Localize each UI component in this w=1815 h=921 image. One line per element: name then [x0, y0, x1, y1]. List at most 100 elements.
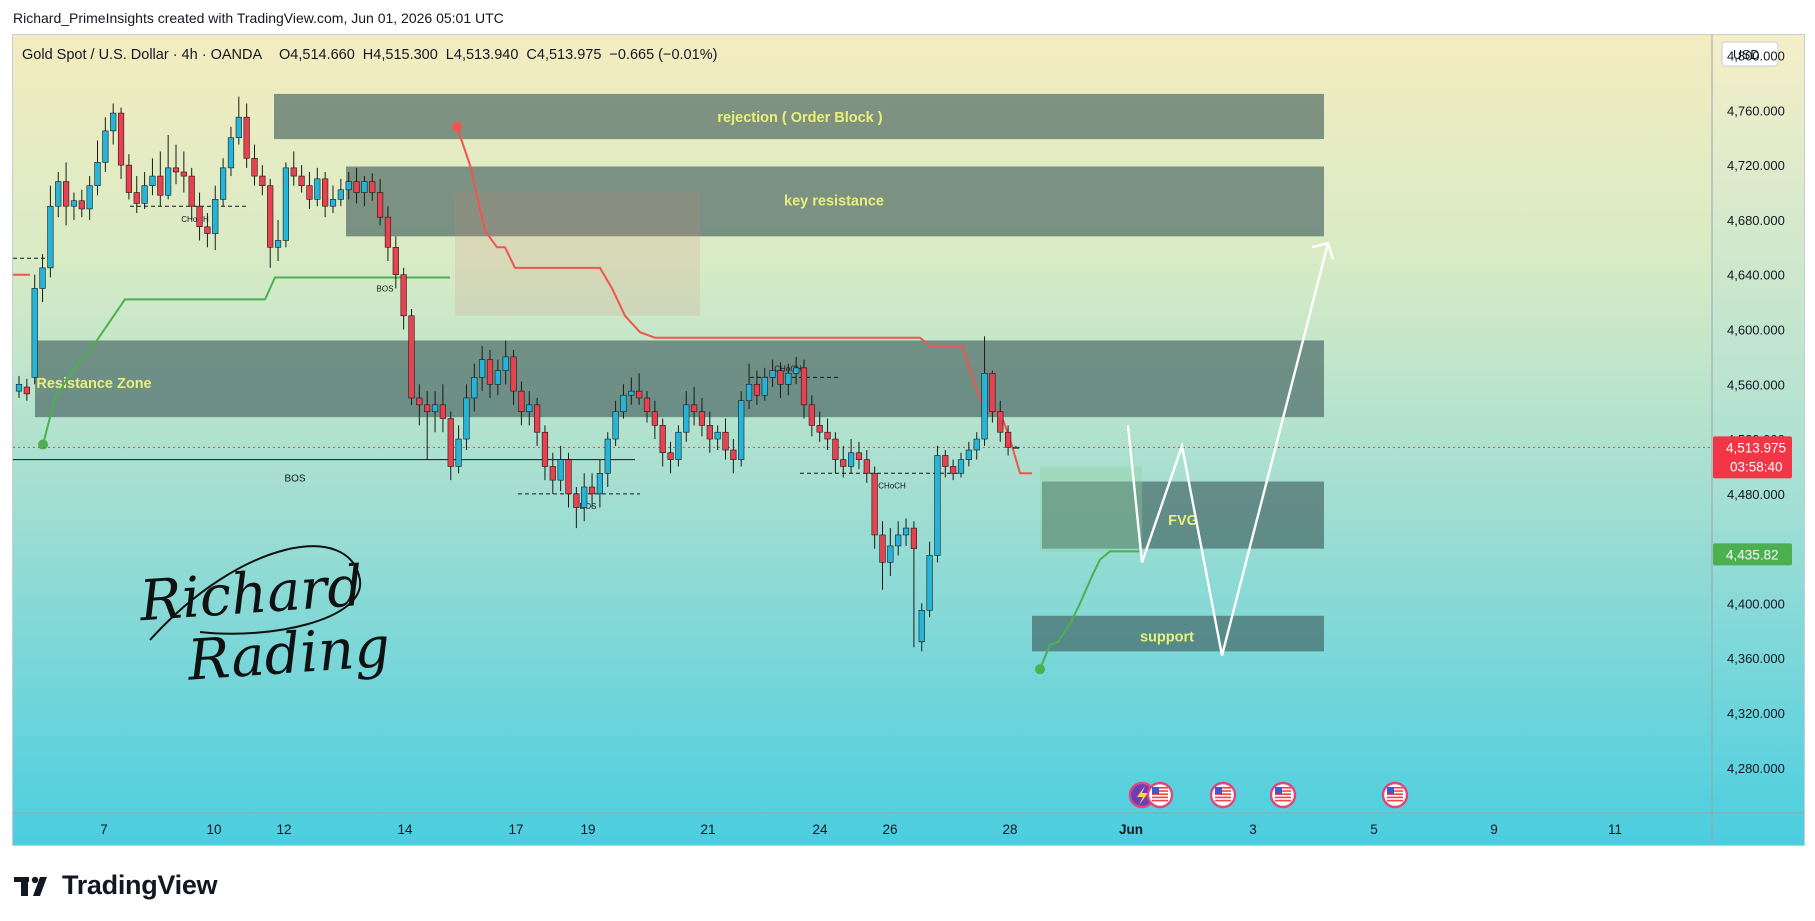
candle [70, 192, 78, 220]
candle [565, 452, 572, 508]
candle [392, 236, 399, 289]
candle [384, 206, 392, 262]
candle-body [400, 274, 407, 317]
candle-body [329, 199, 337, 207]
candle [730, 439, 737, 474]
candle [298, 165, 305, 193]
candle-body [910, 527, 917, 549]
candle-body [690, 404, 698, 412]
candle [471, 363, 478, 412]
time-tick-label: 26 [882, 822, 897, 837]
current-price-tag [1713, 436, 1792, 479]
candle-body [816, 425, 823, 433]
support-shade [1040, 466, 1142, 552]
candle-body [698, 411, 706, 426]
time-axis[interactable]: 7 10 12 14 17 19 21 24 26 28 Jun 3 5 9 11 [100, 822, 1622, 837]
candle-body [981, 373, 988, 440]
time-tick-label: 17 [508, 822, 523, 837]
candle-body [871, 473, 878, 536]
candle-body [369, 181, 376, 193]
candle-body [541, 431, 549, 467]
flag-stripe [1152, 790, 1168, 792]
candle [573, 487, 580, 529]
candle [86, 176, 93, 220]
time-tick-label: 11 [1608, 822, 1622, 837]
candle [957, 452, 965, 478]
candle-body [220, 167, 227, 200]
watermark-logo: Richard Rading [137, 545, 392, 694]
candle [840, 445, 847, 478]
candle-body [117, 112, 125, 166]
candle-body [973, 438, 980, 451]
flag-stripe [1215, 799, 1231, 802]
candle [502, 340, 509, 385]
chart-frame [12, 34, 1805, 846]
candle [612, 400, 619, 446]
candle [172, 144, 180, 185]
candle [94, 140, 101, 196]
candle [31, 274, 38, 385]
candle [934, 445, 941, 563]
candle [243, 103, 250, 168]
candle [636, 373, 643, 405]
candle-body [322, 178, 329, 207]
candle [110, 103, 117, 145]
candle-body [345, 181, 352, 191]
support-line-start-dot-1 [38, 439, 48, 450]
candle [23, 378, 30, 401]
candle [761, 367, 768, 401]
candle [965, 441, 972, 467]
candle-body [180, 171, 187, 177]
price-axis[interactable]: USD 4,280.000 4,320.000 4,360.000 4,400.000 4… [1713, 41, 1792, 776]
candle [526, 391, 533, 426]
flag-stripe [1275, 787, 1291, 789]
candle-body [573, 493, 580, 508]
candle-body [714, 431, 721, 440]
candle [753, 370, 760, 405]
candle-body [997, 411, 1004, 433]
candle-body [824, 431, 831, 440]
candle-body [1004, 431, 1012, 448]
watermark-line1: Richard [137, 554, 366, 635]
candle [196, 192, 203, 241]
candle [596, 459, 603, 508]
candle-body [361, 181, 368, 193]
tradingview-brand[interactable]: TradingView [14, 870, 218, 901]
economic-events[interactable] [1128, 781, 1409, 809]
support-trailing-line-1 [42, 276, 450, 445]
candle [39, 254, 46, 303]
candle [997, 400, 1004, 442]
candle [777, 362, 784, 398]
candle-body [384, 216, 392, 248]
candle-body [847, 452, 855, 467]
time-tick-label: 21 [700, 822, 715, 837]
candle [926, 541, 933, 618]
candle-body [133, 192, 140, 204]
candle [871, 466, 878, 549]
candle-body [15, 383, 23, 392]
candle-body [620, 394, 627, 412]
candle-body [753, 383, 760, 396]
candle [1012, 445, 1020, 449]
lightning-icon [1137, 786, 1148, 805]
candle [400, 267, 407, 330]
candle-body [965, 449, 972, 460]
us-flag-icon [1209, 781, 1237, 809]
candle [832, 432, 839, 474]
candle [604, 432, 611, 488]
candle-body [125, 164, 132, 193]
candle-body [651, 411, 658, 426]
candle-body [793, 367, 800, 374]
candle-body [267, 185, 274, 248]
candle-body [102, 130, 109, 163]
candle [479, 345, 486, 392]
candle [463, 384, 470, 451]
candle-body [722, 431, 729, 451]
zone-label-key-resistance: key resistance [784, 194, 884, 210]
time-tick-label: 19 [580, 822, 595, 837]
candle-body [227, 137, 235, 169]
candle-body [141, 185, 148, 204]
candle-body [518, 390, 525, 412]
candle-body [251, 157, 258, 177]
